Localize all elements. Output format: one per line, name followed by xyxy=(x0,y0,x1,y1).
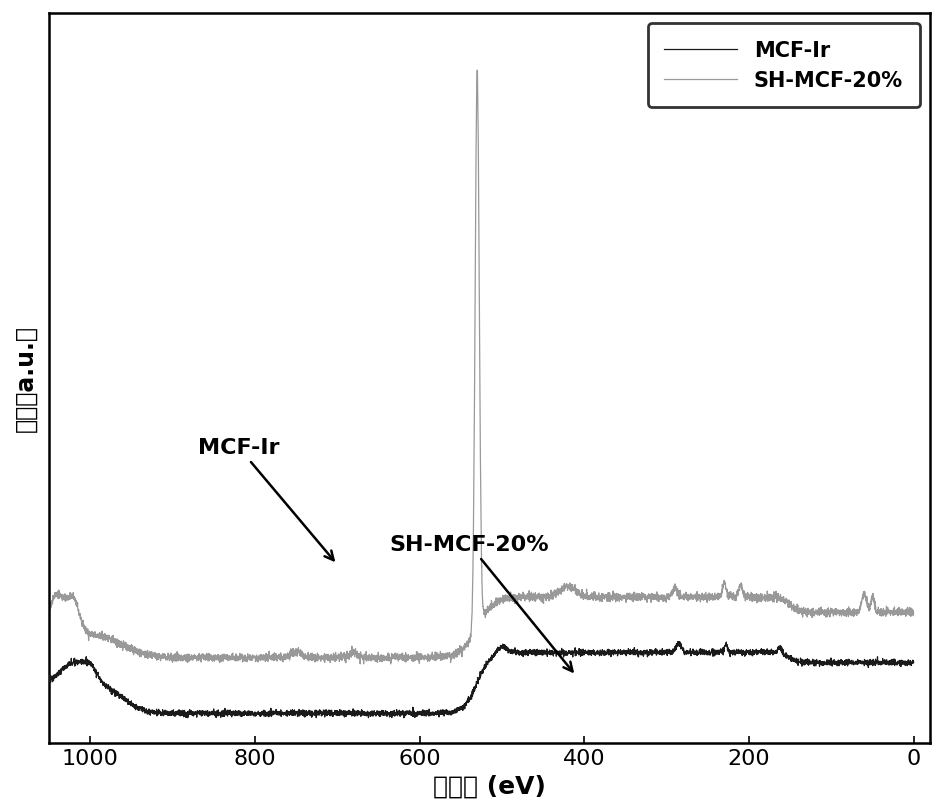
MCF-Ir xyxy=(472,67,483,76)
SH-MCF-20% xyxy=(750,647,762,657)
Text: SH-MCF-20%: SH-MCF-20% xyxy=(389,534,572,672)
SH-MCF-20% xyxy=(43,676,55,686)
Y-axis label: 强度（a.u.）: 强度（a.u.） xyxy=(14,325,38,431)
MCF-Ir xyxy=(750,589,762,599)
SH-MCF-20% xyxy=(398,713,410,723)
Legend: MCF-Ir, SH-MCF-20%: MCF-Ir, SH-MCF-20% xyxy=(648,24,919,108)
SH-MCF-20% xyxy=(674,637,685,646)
MCF-Ir xyxy=(908,608,919,618)
SH-MCF-20% xyxy=(908,657,919,667)
MCF-Ir xyxy=(196,650,208,660)
SH-MCF-20% xyxy=(389,711,400,721)
Text: MCF-Ir: MCF-Ir xyxy=(197,438,333,560)
MCF-Ir xyxy=(385,659,396,669)
MCF-Ir xyxy=(43,603,55,613)
MCF-Ir xyxy=(578,594,589,604)
MCF-Ir xyxy=(346,651,357,661)
MCF-Ir xyxy=(262,652,274,662)
SH-MCF-20% xyxy=(578,645,589,654)
Line: SH-MCF-20%: SH-MCF-20% xyxy=(49,642,914,718)
X-axis label: 结合能 (eV): 结合能 (eV) xyxy=(433,773,546,797)
SH-MCF-20% xyxy=(196,706,208,716)
SH-MCF-20% xyxy=(346,707,357,717)
SH-MCF-20% xyxy=(262,711,274,721)
MCF-Ir xyxy=(389,649,400,659)
Line: MCF-Ir: MCF-Ir xyxy=(49,71,914,664)
